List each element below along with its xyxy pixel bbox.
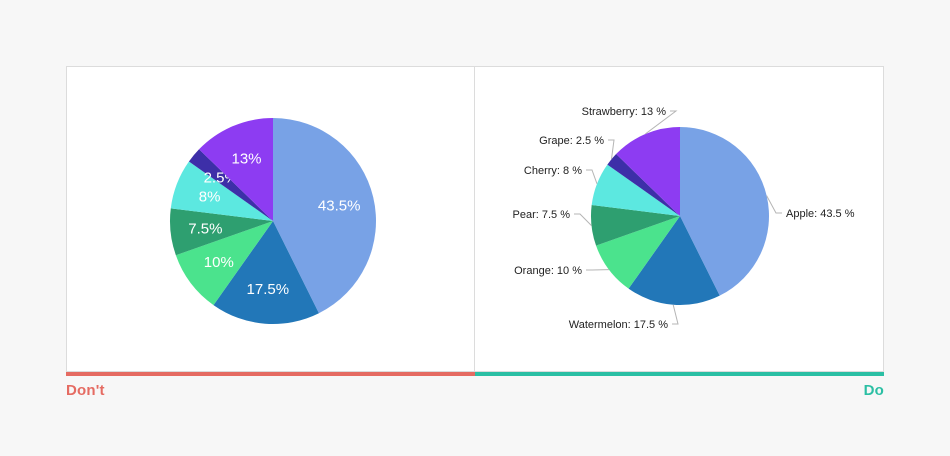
- dont-pie-slice-slice-2: [213, 221, 319, 324]
- dont-pie-slice-slice-3: [175, 221, 273, 306]
- pie-chart-dont: 43.5%17.5%10%7.5%8%2.5%13%: [170, 118, 376, 324]
- do-leader-line-watermelon: [672, 304, 679, 325]
- do-slice-label-orange: Orange: 10 %: [514, 265, 582, 277]
- dont-slice-label-5: 8%: [199, 188, 221, 205]
- do-slice-label-grape: Grape: 2.5 %: [539, 135, 604, 147]
- do-leader-line-pear: [574, 213, 592, 226]
- dont-slice-label-1: 43.5%: [318, 197, 361, 214]
- do-pie-slice-strawberry: [616, 127, 680, 216]
- do-caption: Do: [863, 382, 884, 399]
- dont-pie-slice-slice-7: [199, 118, 273, 221]
- pie-chart-do: Apple: 43.5 % Watermelon: 17.5 % Orange: 1…: [513, 106, 855, 331]
- dont-slice-label-2: 17.5%: [247, 281, 290, 298]
- do-slice-label-cherry: Cherry: 8 %: [524, 165, 582, 177]
- do-pie-slice-grape: [607, 154, 680, 216]
- do-accent-bar: [475, 372, 884, 376]
- dont-slice-label-3: 10%: [204, 254, 234, 271]
- dont-pie-slice-slice-1: [273, 118, 376, 314]
- do-leader-line-apple: [766, 195, 782, 214]
- do-pie-slice-orange: [596, 216, 680, 289]
- dont-caption: Don't: [66, 382, 105, 399]
- do-pie-slice-watermelon: [628, 216, 720, 305]
- do-pie-slice-apple: [680, 127, 770, 296]
- do-slice-label-strawberry: Strawberry: 13 %: [582, 106, 667, 118]
- dont-pie-slice-slice-6: [188, 149, 273, 221]
- do-leader-line-cherry: [586, 169, 598, 184]
- dont-pie-slice-slice-5: [170, 161, 273, 221]
- do-pie-slice-cherry: [591, 164, 680, 216]
- do-pie-slice-pear: [590, 205, 680, 246]
- do-slice-label-pear: Pear: 7.5 %: [513, 209, 571, 221]
- dont-accent-bar: [66, 372, 475, 376]
- panel-divider: [474, 66, 475, 372]
- dont-slice-label-4: 7.5%: [188, 220, 222, 237]
- do-leader-line-grape: [608, 139, 615, 160]
- dont-pie-slice-slice-4: [170, 208, 273, 256]
- dont-slice-label-7: 13%: [231, 150, 261, 167]
- do-slice-label-apple: Apple: 43.5 %: [786, 208, 855, 220]
- do-leader-line-strawberry: [645, 110, 678, 135]
- do-slice-label-watermelon: Watermelon: 17.5 %: [569, 319, 668, 331]
